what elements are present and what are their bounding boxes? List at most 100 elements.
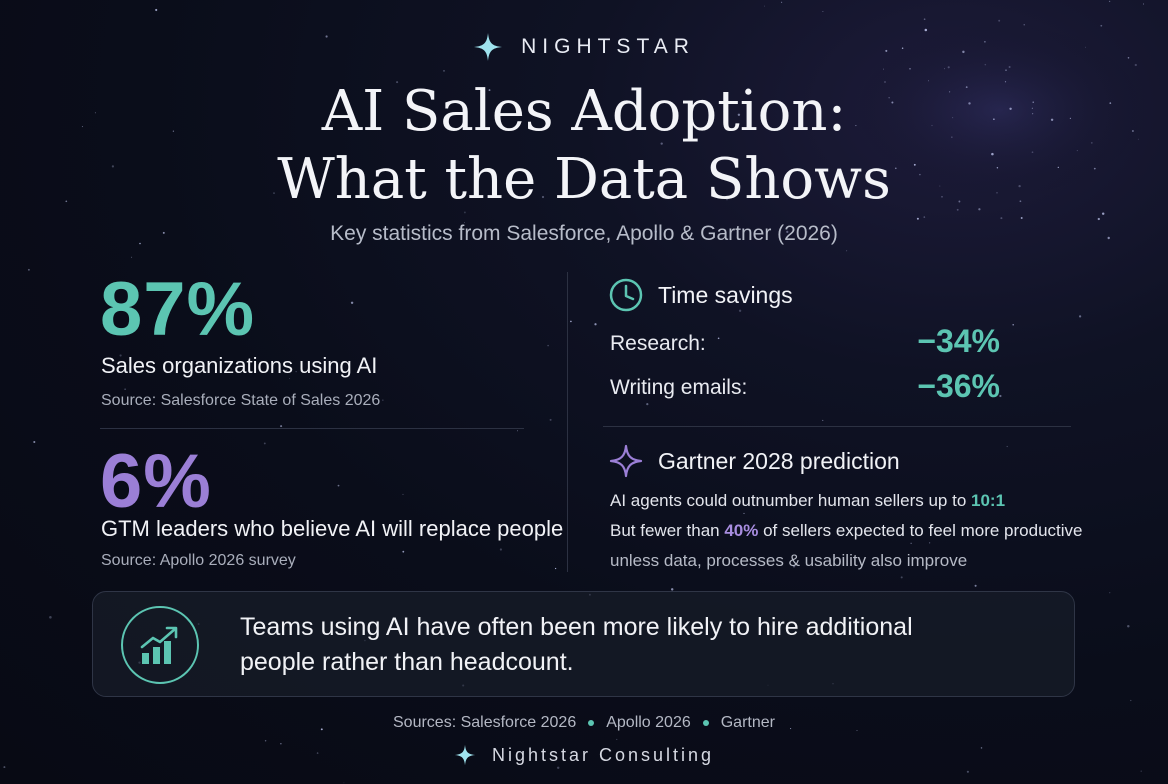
star-dot bbox=[517, 430, 518, 432]
callout-text-line-2: people rather than headcount. bbox=[240, 648, 574, 676]
star-dot bbox=[822, 10, 824, 13]
star-dot bbox=[717, 337, 720, 340]
prediction-ratio: 10:1 bbox=[971, 491, 1006, 510]
star-dot bbox=[594, 323, 597, 326]
star-dot bbox=[923, 216, 926, 218]
title-line-1: AI Sales Adoption: bbox=[321, 79, 847, 144]
sparkle-icon bbox=[474, 33, 503, 61]
star-dot bbox=[343, 782, 345, 784]
star-dot bbox=[499, 548, 502, 551]
page-subtitle: Key statistics from Salesforce, Apollo &… bbox=[330, 222, 838, 245]
star-dot bbox=[916, 217, 919, 220]
star-dot bbox=[1008, 66, 1011, 68]
star-dot bbox=[350, 301, 354, 305]
star-dot bbox=[27, 268, 30, 271]
divider-right bbox=[603, 426, 1071, 427]
star-dot bbox=[900, 576, 903, 579]
star-dot bbox=[998, 19, 1001, 22]
star-dot bbox=[1097, 217, 1100, 221]
star-dot bbox=[909, 68, 911, 70]
star-dot bbox=[923, 18, 926, 21]
bullet-dot bbox=[588, 720, 595, 726]
star-dot bbox=[1109, 592, 1111, 594]
star-dot bbox=[1140, 770, 1142, 772]
callout-box: Teams using AI have often been more like… bbox=[92, 591, 1075, 697]
star-dot bbox=[1006, 445, 1008, 448]
research-value: −34% bbox=[917, 323, 1000, 359]
time-savings-header: Time savings bbox=[608, 277, 793, 313]
star-dot bbox=[382, 399, 384, 401]
growth-chart-icon bbox=[140, 626, 178, 664]
star-dot bbox=[33, 440, 36, 444]
star-dot bbox=[910, 542, 912, 544]
star-dot bbox=[1023, 24, 1025, 26]
star-dot bbox=[554, 567, 557, 570]
prediction-line-2: But fewer than 40% of sellers expected t… bbox=[610, 521, 1083, 541]
callout-text: Teams using AI have often been more like… bbox=[240, 610, 1040, 680]
prediction-line-3: unless data, processes & usability also … bbox=[610, 551, 968, 570]
star-dot bbox=[1127, 624, 1130, 628]
prediction-percent: 40% bbox=[724, 521, 759, 540]
star-dot bbox=[49, 616, 52, 619]
prediction-header: Gartner 2028 prediction bbox=[608, 443, 900, 479]
star-dot bbox=[549, 418, 552, 421]
callout-icon-ring bbox=[121, 606, 199, 684]
star-dot bbox=[402, 550, 405, 553]
star-dot bbox=[1000, 217, 1003, 220]
source-salesforce: Sources: Salesforce 2026 bbox=[393, 714, 577, 731]
callout-text-line-1: Teams using AI have often been more like… bbox=[240, 613, 913, 641]
star-dot bbox=[1005, 69, 1007, 71]
stat-value-replace: 6% bbox=[100, 439, 212, 524]
stat-value-adoption: 87% bbox=[100, 267, 256, 352]
star-dot bbox=[263, 442, 266, 445]
star-dot bbox=[131, 256, 133, 258]
stat-label-replace: GTM leaders who believe AI will replace … bbox=[101, 516, 564, 541]
star-dot bbox=[974, 584, 977, 587]
star-dot bbox=[570, 320, 572, 323]
sources-line: Sources: Salesforce 2026 Apollo 2026 Gar… bbox=[0, 714, 1168, 732]
prediction-line-1-text: AI agents could outnumber human sellers … bbox=[610, 491, 971, 510]
brand-header: NIGHTSTAR bbox=[0, 30, 1168, 64]
stat-label-adoption: Sales organizations using AI bbox=[101, 353, 378, 378]
star-dot bbox=[1108, 0, 1111, 3]
star-dot bbox=[1143, 3, 1144, 5]
column-divider bbox=[567, 272, 568, 572]
source-gartner: Gartner bbox=[720, 714, 775, 731]
sparkle-outline-icon bbox=[609, 444, 643, 478]
star-dot bbox=[1078, 315, 1082, 318]
star-dot bbox=[763, 5, 765, 7]
star-dot bbox=[822, 419, 824, 421]
sparkle-icon bbox=[454, 744, 476, 766]
star-dot bbox=[1100, 24, 1103, 27]
star-dot bbox=[547, 344, 549, 347]
page-title: AI Sales Adoption: What the Data Shows bbox=[0, 78, 1168, 214]
brand-name: NIGHTSTAR bbox=[521, 35, 695, 58]
footer-brand: Nightstar Consulting bbox=[0, 742, 1168, 768]
star-dot bbox=[944, 68, 945, 70]
star-dot bbox=[1134, 63, 1137, 67]
divider-left bbox=[100, 428, 524, 429]
research-label: Research: bbox=[610, 332, 706, 355]
company-name: Nightstar Consulting bbox=[491, 744, 715, 765]
star-dot bbox=[280, 425, 283, 428]
star-dot bbox=[846, 250, 848, 252]
star-dot bbox=[882, 68, 885, 70]
star-dot bbox=[1130, 699, 1132, 702]
prediction-line-1: AI agents could outnumber human sellers … bbox=[610, 491, 1005, 511]
star-dot bbox=[616, 738, 618, 740]
writing-emails-label: Writing emails: bbox=[610, 376, 748, 399]
prediction-line-2-post: of sellers expected to feel more product… bbox=[758, 521, 1083, 540]
star-dot bbox=[966, 770, 969, 773]
bullet-dot bbox=[702, 720, 709, 726]
star-dot bbox=[929, 542, 931, 544]
star-dot bbox=[155, 8, 158, 12]
star-dot bbox=[402, 493, 404, 495]
star-dot bbox=[984, 63, 987, 66]
star-dot bbox=[124, 388, 126, 390]
title-line-2: What the Data Shows bbox=[277, 147, 891, 212]
time-savings-title: Time savings bbox=[658, 281, 793, 308]
stat-source-adoption: Source: Salesforce State of Sales 2026 bbox=[101, 392, 381, 409]
prediction-line-2-pre: But fewer than bbox=[610, 521, 725, 540]
source-apollo: Apollo 2026 bbox=[606, 714, 691, 731]
star-dot bbox=[337, 484, 340, 487]
